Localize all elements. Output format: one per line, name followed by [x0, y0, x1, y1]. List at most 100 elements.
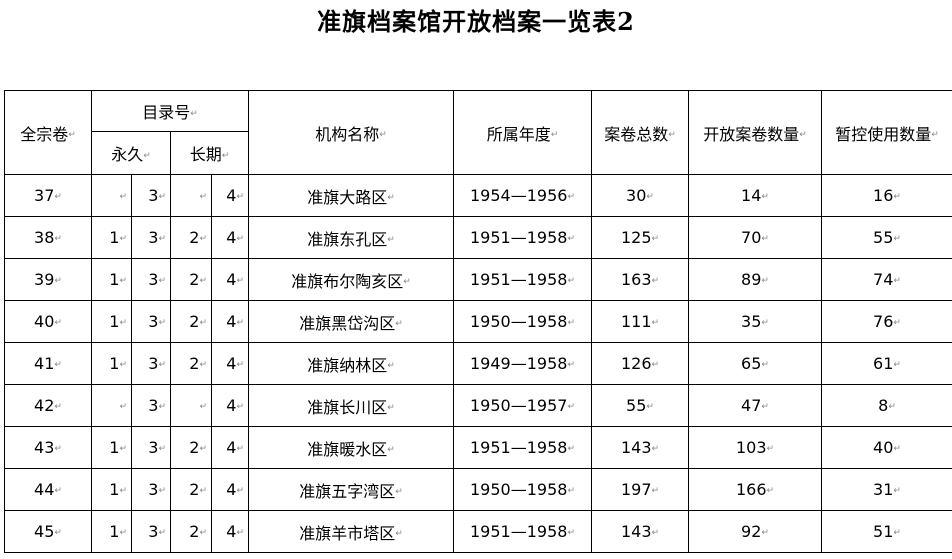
cell-quanzong: 45 — [4, 510, 92, 553]
cell-yongjiu-2: 3 — [131, 426, 171, 469]
cell-zankong: 31 — [821, 468, 952, 511]
cell-quanzong: 41 — [4, 342, 92, 385]
cell-zongshu: 163 — [591, 258, 689, 301]
header-jigou: 机构名称 — [248, 90, 454, 175]
cell-niandu: 1950—1958 — [453, 300, 592, 343]
cell-quanzong: 39 — [4, 258, 92, 301]
table-row: 411324准旗纳林区1949—19581266561 — [4, 342, 952, 385]
cell-jigou: 准旗布尔陶亥区 — [248, 258, 454, 301]
cell-yongjiu-1 — [91, 384, 132, 427]
cell-niandu: 1951—1958 — [453, 510, 592, 553]
cell-yongjiu-2: 3 — [131, 258, 171, 301]
header-quanzong: 全宗卷 — [4, 90, 92, 175]
cell-jigou: 准旗羊市塔区 — [248, 510, 454, 553]
cell-quanzong: 40 — [4, 300, 92, 343]
document-title: 准旗档案馆开放档案一览表2 — [317, 7, 635, 36]
header-row: 全宗卷 目录号 机构名称 所属年度 案卷总数 开放案卷数量 暂控使用数量 — [4, 90, 952, 175]
cell-yongjiu-1: 1 — [91, 216, 132, 259]
cell-changqi-1: 2 — [170, 300, 212, 343]
cell-jigou: 准旗长川区 — [248, 384, 454, 427]
cell-changqi-2: 4 — [211, 300, 249, 343]
cell-changqi-2: 4 — [211, 426, 249, 469]
cell-kaifang: 166 — [688, 468, 822, 511]
cell-niandu: 1951—1958 — [453, 216, 592, 259]
cell-yongjiu-2: 3 — [131, 510, 171, 553]
table-row: 381324准旗东孔区1951—19581257055 — [4, 216, 952, 259]
cell-changqi-2: 4 — [211, 216, 249, 259]
cell-kaifang: 47 — [688, 384, 822, 427]
cell-zongshu: 143 — [591, 426, 689, 469]
cell-kaifang: 35 — [688, 300, 822, 343]
cell-zongshu: 111 — [591, 300, 689, 343]
cell-yongjiu-1 — [91, 174, 132, 217]
table-row: 401324准旗黑岱沟区1950—19581113576 — [4, 300, 952, 343]
cell-quanzong: 44 — [4, 468, 92, 511]
cell-changqi-1: 2 — [170, 258, 212, 301]
table-row: 391324准旗布尔陶亥区1951—19581638974 — [4, 258, 952, 301]
cell-quanzong: 37 — [4, 174, 92, 217]
cell-jigou: 准旗纳林区 — [248, 342, 454, 385]
cell-yongjiu-1: 1 — [91, 510, 132, 553]
cell-niandu: 1951—1958 — [453, 258, 592, 301]
cell-zankong: 76 — [821, 300, 952, 343]
cell-kaifang: 103 — [688, 426, 822, 469]
cell-zongshu: 30 — [591, 174, 689, 217]
cell-jigou: 准旗暖水区 — [248, 426, 454, 469]
cell-yongjiu-1: 1 — [91, 342, 132, 385]
cell-kaifang: 89 — [688, 258, 822, 301]
cell-zankong: 16 — [821, 174, 952, 217]
cell-zongshu: 197 — [591, 468, 689, 511]
cell-changqi-1: 2 — [170, 216, 212, 259]
cell-niandu: 1954—1956 — [453, 174, 592, 217]
cell-changqi-2: 4 — [211, 342, 249, 385]
cell-zongshu: 55 — [591, 384, 689, 427]
header-niandu: 所属年度 — [453, 90, 592, 175]
cell-changqi-1 — [170, 174, 212, 217]
cell-quanzong: 38 — [4, 216, 92, 259]
cell-yongjiu-2: 3 — [131, 216, 171, 259]
header-subrow: 永久 长期 — [5, 131, 952, 175]
cell-zankong: 40 — [821, 426, 952, 469]
header-zankong: 暂控使用数量 — [821, 90, 952, 175]
cell-jigou: 准旗黑岱沟区 — [248, 300, 454, 343]
header-mulu: 目录号 — [91, 90, 249, 132]
cell-zankong: 61 — [821, 342, 952, 385]
cell-niandu: 1950—1958 — [453, 468, 592, 511]
cell-changqi-1 — [170, 384, 212, 427]
cell-yongjiu-1: 1 — [91, 468, 132, 511]
table-row: 42 34准旗长川区1950—195755478 — [4, 384, 952, 427]
cell-changqi-1: 2 — [170, 510, 212, 553]
cell-changqi-1: 2 — [170, 426, 212, 469]
cell-yongjiu-1: 1 — [91, 258, 132, 301]
header-yongjiu: 永久 — [91, 131, 171, 175]
cell-zongshu: 125 — [591, 216, 689, 259]
cell-jigou: 准旗五字湾区 — [248, 468, 454, 511]
cell-yongjiu-1: 1 — [91, 426, 132, 469]
cell-kaifang: 14 — [688, 174, 822, 217]
cell-changqi-1: 2 — [170, 468, 212, 511]
cell-jigou: 准旗大路区 — [248, 174, 454, 217]
cell-yongjiu-2: 3 — [131, 300, 171, 343]
cell-zankong: 8 — [821, 384, 952, 427]
table-row: 441324准旗五字湾区1950—195819716631 — [4, 468, 952, 511]
cell-zongshu: 126 — [591, 342, 689, 385]
cell-changqi-2: 4 — [211, 258, 249, 301]
cell-kaifang: 92 — [688, 510, 822, 553]
cell-zankong: 51 — [821, 510, 952, 553]
header-zongshu: 案卷总数 — [591, 90, 689, 175]
table-row: 451324准旗羊市塔区1951—19581439251 — [4, 510, 952, 553]
cell-yongjiu-2: 3 — [131, 342, 171, 385]
cell-niandu: 1951—1958 — [453, 426, 592, 469]
table-row: 431324准旗暖水区1951—195814310340 — [4, 426, 952, 469]
cell-changqi-1: 2 — [170, 342, 212, 385]
table-row: 37 34准旗大路区1954—1956301416 — [4, 174, 952, 217]
cell-zankong: 55 — [821, 216, 952, 259]
cell-quanzong: 43 — [4, 426, 92, 469]
cell-jigou: 准旗东孔区 — [248, 216, 454, 259]
cell-kaifang: 65 — [688, 342, 822, 385]
cell-niandu: 1950—1957 — [453, 384, 592, 427]
cell-kaifang: 70 — [688, 216, 822, 259]
cell-yongjiu-1: 1 — [91, 300, 132, 343]
cell-zankong: 74 — [821, 258, 952, 301]
cell-changqi-2: 4 — [211, 510, 249, 553]
